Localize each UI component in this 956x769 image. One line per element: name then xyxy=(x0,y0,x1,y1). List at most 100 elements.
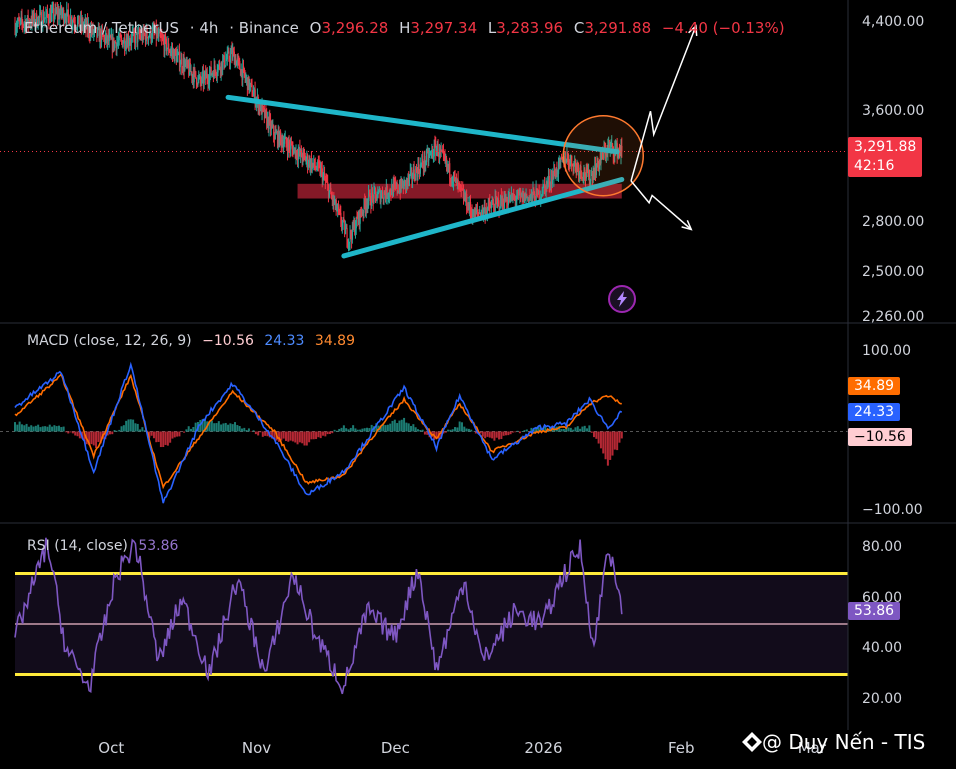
candle-body xyxy=(246,77,248,79)
candle-body xyxy=(188,66,190,75)
candle-body xyxy=(526,195,528,198)
macd-histogram-bar xyxy=(236,425,239,432)
candle-body xyxy=(442,151,444,153)
candle-body xyxy=(384,191,386,195)
candle-body xyxy=(396,182,398,192)
rsi-axis-tick-label: 40.00 xyxy=(862,640,903,657)
candle-body xyxy=(55,8,57,13)
candle-body xyxy=(142,33,144,40)
macd-histogram-bar xyxy=(576,426,579,432)
candle-body xyxy=(424,155,426,166)
candle-body xyxy=(508,195,510,200)
candle-body xyxy=(480,213,482,218)
macd-pane[interactable] xyxy=(0,361,848,504)
candle-body xyxy=(455,177,457,179)
candle-body xyxy=(521,193,523,202)
macd-histogram-bar xyxy=(340,427,343,432)
time-axis-tick-label: Oct xyxy=(98,739,125,757)
candle-body xyxy=(430,152,432,154)
candle-body xyxy=(83,26,85,29)
rsi-pane[interactable] xyxy=(14,537,848,695)
candle-body xyxy=(271,125,273,127)
candle-body xyxy=(465,193,467,201)
candle-body xyxy=(439,148,441,157)
candle-body xyxy=(429,153,431,155)
interval[interactable]: 4h xyxy=(199,19,219,37)
candle-body xyxy=(373,189,375,203)
candle-body xyxy=(175,49,177,54)
lightning-icon[interactable] xyxy=(608,285,636,313)
macd-histogram-bar xyxy=(148,431,151,438)
candle-body xyxy=(143,29,145,35)
candle-body xyxy=(260,102,262,111)
candle-body xyxy=(498,200,500,210)
macd-histogram-bar xyxy=(310,431,313,440)
candle-body xyxy=(403,180,405,190)
candle-body xyxy=(366,205,368,207)
candle-body xyxy=(239,60,241,70)
candle-body xyxy=(290,144,292,150)
candle-body xyxy=(105,33,107,38)
macd-histogram-bar xyxy=(254,431,257,435)
candle-body xyxy=(122,43,124,47)
macd-histogram-bar xyxy=(620,431,623,439)
candle-body xyxy=(592,173,594,181)
candle-body xyxy=(193,69,195,83)
candle-body xyxy=(162,38,164,40)
candle-body xyxy=(533,189,535,194)
candle-body xyxy=(416,170,418,178)
candle-body xyxy=(512,195,514,200)
macd-histogram-bar xyxy=(55,426,58,432)
macd-histogram-bar xyxy=(217,421,220,432)
candle-body xyxy=(23,24,25,26)
candle-body xyxy=(362,212,364,214)
candle-body xyxy=(467,208,469,210)
candle-body xyxy=(67,9,69,11)
macd-histogram-bar xyxy=(606,431,609,466)
rsi-legend[interactable]: RSI (14, close) 53.86 xyxy=(27,538,178,554)
candle-body xyxy=(591,173,593,175)
macd-legend[interactable]: MACD (close, 12, 26, 9) −10.56 24.33 34.… xyxy=(27,333,355,349)
rsi-axis-tick-label: 20.00 xyxy=(862,690,903,707)
candle-body xyxy=(372,195,374,203)
candle-body xyxy=(273,125,275,136)
macd-histogram-bar xyxy=(493,431,496,441)
macd-histogram-bar xyxy=(562,428,565,432)
macd-histogram-bar xyxy=(565,427,568,432)
candle-body xyxy=(482,207,484,215)
macd-histogram-bar xyxy=(386,424,389,432)
macd-histogram-bar xyxy=(243,427,246,432)
macd-histogram-bar xyxy=(227,424,230,432)
candle-body xyxy=(495,197,497,200)
candle-body xyxy=(82,20,84,29)
macd-histogram-bar xyxy=(25,423,28,432)
candle-body xyxy=(218,63,220,66)
macd-histogram-bar xyxy=(88,431,91,446)
candle-body xyxy=(247,76,249,91)
candle-body xyxy=(40,12,42,14)
candle-body xyxy=(434,143,436,145)
macd-histogram-bar xyxy=(604,431,607,460)
candle-body xyxy=(49,12,51,24)
macd-histogram-bar xyxy=(333,429,336,432)
price-pane[interactable] xyxy=(0,1,848,259)
candle-body xyxy=(374,189,376,191)
candle-body xyxy=(497,199,499,201)
candle-body xyxy=(78,15,80,27)
macd-histogram-bar xyxy=(118,429,121,432)
symbol-title[interactable]: Ethereum / TetherUS xyxy=(24,19,179,37)
candle-body xyxy=(277,132,279,145)
macd-histogram-bar xyxy=(498,431,501,440)
candle-body xyxy=(568,164,570,166)
macd-histogram-bar xyxy=(134,423,137,432)
candle-body xyxy=(189,63,191,72)
candle-body xyxy=(559,159,561,162)
candle-body xyxy=(388,195,390,197)
candle-body xyxy=(523,192,525,203)
candle-body xyxy=(441,150,443,152)
candle-body xyxy=(213,65,215,79)
candle-body xyxy=(115,43,117,50)
candle-body xyxy=(182,59,184,70)
candle-body xyxy=(26,21,28,30)
